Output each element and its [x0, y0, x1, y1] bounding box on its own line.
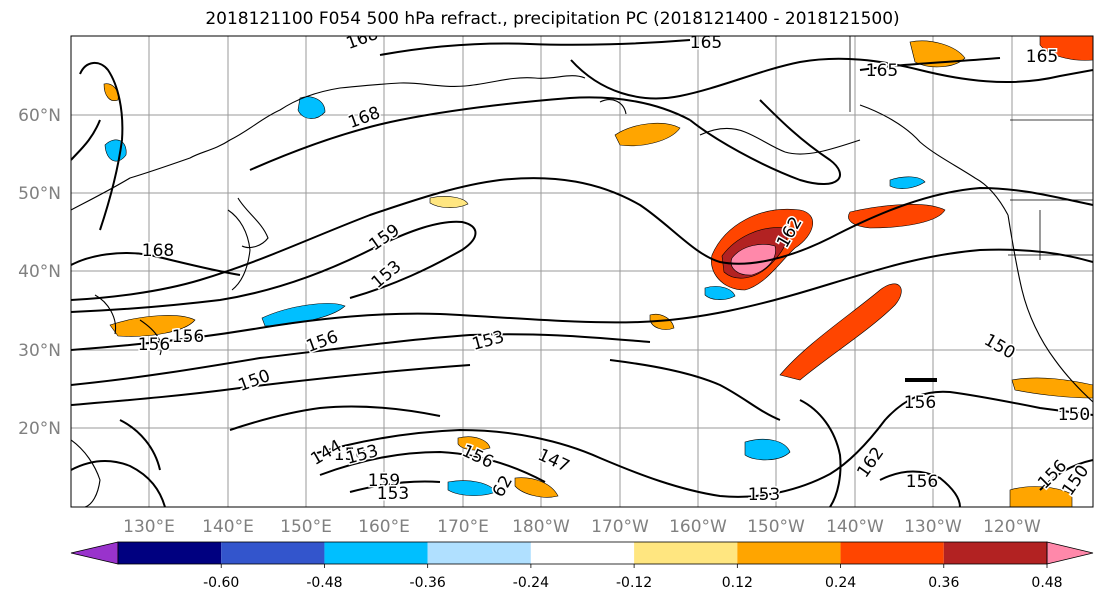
contour-label: 153	[470, 327, 507, 355]
contour-label: 156	[138, 335, 170, 355]
longitude-labels: 130°E 140°E 150°E 160°E 170°E 180°W 170°W 160°W…	[123, 517, 1041, 537]
contour-label: 150	[236, 366, 273, 396]
coastlines	[71, 75, 1093, 507]
colorbar-segment	[737, 542, 841, 564]
contour-label: 153	[748, 485, 780, 505]
contour-label: 168	[346, 103, 383, 133]
lat-label: 50°N	[18, 184, 61, 204]
precipitation-fields	[103, 36, 1093, 507]
lon-label: 180°W	[512, 517, 570, 537]
precip-pos-south	[457, 436, 491, 451]
contour-label: 156	[906, 472, 938, 492]
precip-core-pacific-max	[730, 244, 776, 276]
contour-label: 150	[1058, 405, 1090, 425]
lon-label: 160°W	[669, 517, 727, 537]
precip-gulf	[614, 123, 681, 146]
precip-pos-south2	[514, 477, 559, 498]
colorbar-frame	[117, 541, 1048, 565]
colorbar: -0.60 -0.48 -0.36 -0.24 -0.12 0.12 0.24 0.36 0.4…	[70, 541, 1094, 591]
colorbar-segment	[943, 542, 1047, 564]
precip-ne-blob	[909, 40, 966, 68]
contour-label: 165	[690, 33, 722, 53]
contour-label: 156	[459, 441, 497, 473]
colorbar-segment	[634, 542, 738, 564]
colorbar-extension-low	[70, 541, 119, 565]
colorbar-tick-label: -0.60	[203, 575, 239, 591]
contour-closed-small	[905, 378, 937, 382]
colorbar-segment	[427, 542, 531, 564]
colorbar-tick-label: 0.12	[722, 575, 753, 591]
contour-label: 165	[1026, 47, 1058, 67]
contour-label: 159	[368, 471, 400, 491]
precip-band-west-coast	[848, 204, 946, 229]
lon-label: 120°W	[983, 517, 1041, 537]
contour-label: 153	[368, 257, 406, 293]
precip-neg-japan	[104, 139, 127, 162]
colorbar-tick-label: -0.36	[410, 575, 446, 591]
lat-label: 30°N	[18, 341, 61, 361]
colorbar-tick-label: -0.48	[306, 575, 342, 591]
contour-label: 153	[377, 484, 409, 504]
contour-label: 62	[489, 472, 517, 501]
lon-label: 130°E	[123, 517, 175, 537]
lon-label: 150°W	[747, 517, 805, 537]
precip-pos-sw	[649, 313, 675, 330]
lat-label: 20°N	[18, 419, 61, 439]
lon-label: 140°E	[202, 517, 254, 537]
lon-label: 170°E	[437, 517, 489, 537]
colorbar-tick-label: 0.48	[1031, 575, 1062, 591]
colorbar-segment	[221, 542, 325, 564]
contour-label: 165	[866, 61, 898, 81]
precip-neg-central	[704, 286, 736, 300]
precip-band-subtropical	[779, 283, 902, 381]
colorbar-extension-high	[1046, 541, 1094, 565]
lat-label: 40°N	[18, 262, 61, 282]
colorbar-tick-label: -0.24	[513, 575, 549, 591]
contour-label: 162	[853, 444, 888, 482]
colorbar-segment	[530, 542, 635, 564]
precip-pos-yellow	[429, 196, 469, 208]
graticule	[71, 36, 1093, 507]
latitude-labels: 60°N 50°N 40°N 30°N 20°N	[18, 106, 61, 439]
colorbar-tick-label: 0.36	[928, 575, 959, 591]
lon-label: 160°E	[358, 517, 410, 537]
refractivity-contours	[71, 39, 1093, 507]
contour-label: 156	[904, 393, 936, 413]
precip-east-pac-tropic	[1011, 377, 1093, 399]
precip-pos-left-edge	[103, 83, 119, 101]
precip-neg-kamchatka	[297, 96, 326, 119]
colorbar-tick-label: -0.12	[616, 575, 652, 591]
precip-neg-west-coast	[889, 176, 926, 189]
map-frame	[70, 35, 1094, 508]
contour-label: 168	[142, 241, 174, 261]
lon-label: 140°W	[826, 517, 884, 537]
colorbar-segment	[840, 542, 944, 564]
precip-neg-mid	[447, 480, 497, 496]
precip-neg-se	[744, 439, 791, 461]
contour-label: 150	[980, 330, 1018, 364]
lon-label: 150°E	[280, 517, 332, 537]
precip-neg-west	[261, 303, 346, 327]
contour-label: 168	[344, 24, 381, 54]
contour-label: 150	[334, 445, 366, 465]
precip-pos-bottom	[1009, 486, 1073, 507]
contour-label: 156	[304, 327, 341, 357]
contour-label: 156	[172, 327, 204, 347]
colorbar-segment	[324, 542, 428, 564]
map-title: 2018121100 F054 500 hPa refract., precip…	[205, 9, 900, 29]
precip-kuroshio	[109, 315, 196, 337]
lon-label: 170°W	[591, 517, 649, 537]
lon-label: 130°W	[904, 517, 962, 537]
colorbar-segment	[118, 542, 222, 564]
lat-label: 60°N	[18, 106, 61, 126]
colorbar-tick-label: 0.24	[825, 575, 856, 591]
contour-label: 147	[535, 445, 573, 477]
